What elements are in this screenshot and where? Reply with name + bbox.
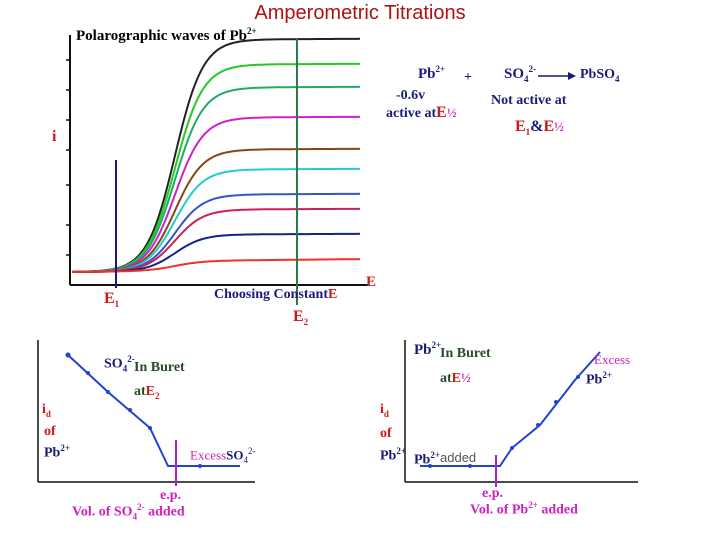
active-at-label: active atE½: [386, 104, 457, 121]
left-in-buret: In Buret: [134, 360, 185, 375]
left-x-label: Vol. of SO42- added: [72, 502, 185, 522]
right-titrant: Pb2+: [414, 340, 442, 358]
right-excess: Excess: [594, 352, 631, 367]
right-y-label-2: of: [380, 426, 392, 441]
left-ep-label: e.p.: [160, 488, 181, 503]
e2-label: E2: [293, 308, 309, 328]
x-caption: Choosing ConstantE: [214, 287, 338, 302]
right-low-species: Pb2+: [414, 450, 440, 468]
reaction-pb: Pb2+: [418, 64, 446, 82]
reaction-plus: +: [464, 70, 472, 85]
reaction-product: PbSO4: [580, 67, 620, 84]
right-excess-species: Pb2+: [586, 370, 612, 388]
right-y-label-3: Pb2+: [380, 446, 406, 464]
x-axis-end: E: [366, 274, 377, 290]
left-excess: ExcessSO42-: [190, 446, 256, 465]
right-titration-curve: [420, 351, 601, 467]
not-active-label: Not active at: [491, 93, 567, 108]
left-y-label-3: Pb2+: [44, 443, 70, 461]
wave-10: [72, 258, 361, 273]
top-heading: Polarographic waves of Pb2+: [76, 26, 257, 44]
left-at-label: atE2: [134, 384, 160, 401]
right-y-label-1: id: [380, 402, 389, 419]
right-curve-markers: [428, 375, 580, 468]
right-in-buret: In Buret: [440, 346, 491, 361]
reaction-so4: SO42-: [504, 64, 537, 84]
page-title: Amperometric Titrations: [254, 2, 466, 24]
polarographic-waves: [71, 37, 361, 273]
top-y-ticks: [66, 59, 70, 256]
right-x-label: Vol. of Pb2+ added: [470, 500, 578, 518]
right-added-label: added: [440, 450, 477, 465]
left-curve-markers: [65, 352, 202, 468]
e1-label: E1: [104, 290, 120, 310]
left-y-label-1: id: [42, 402, 51, 419]
top-y-label: i: [52, 128, 57, 145]
left-titrant: SO42-: [104, 354, 135, 374]
left-y-label-2: of: [44, 424, 56, 439]
right-ep-label: e.p.: [482, 486, 503, 501]
reaction-potential: -0.6v: [396, 88, 426, 103]
right-at-label: atE½: [440, 370, 471, 386]
not-active-potentials: E1&E½: [515, 118, 564, 138]
